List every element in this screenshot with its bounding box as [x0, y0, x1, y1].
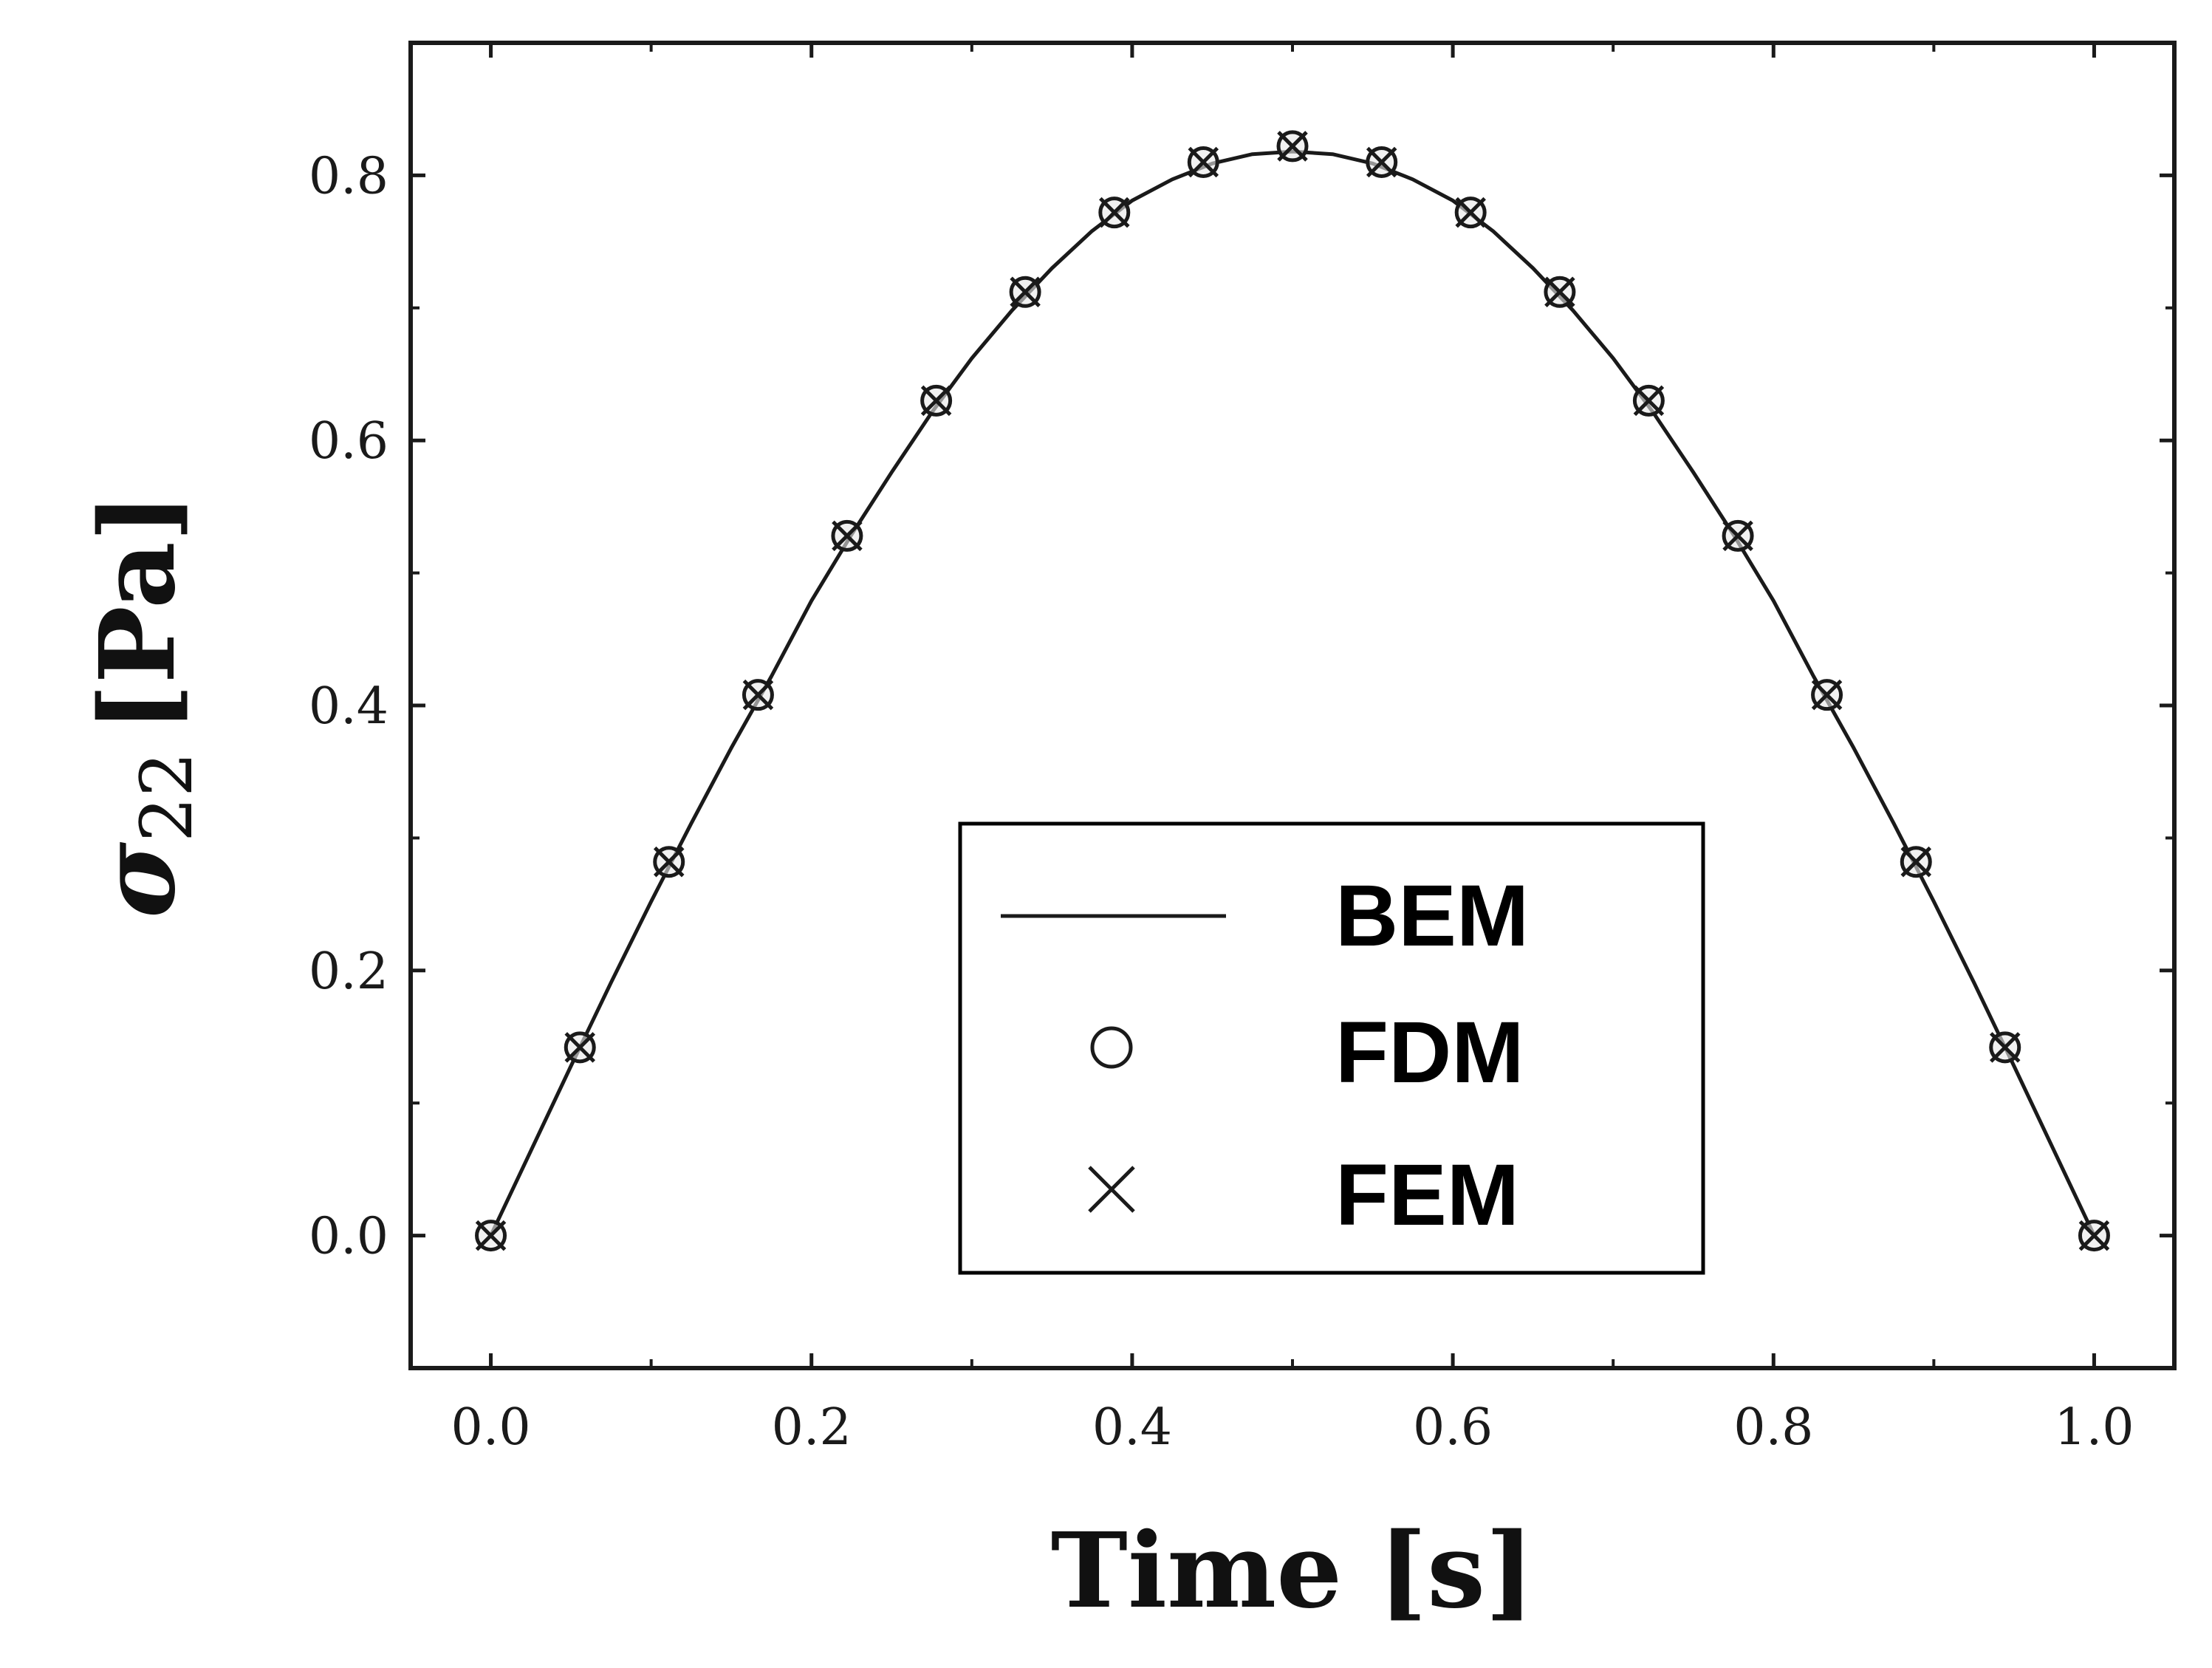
legend-label-fem: FEM — [1335, 1146, 1519, 1244]
fem-point-12 — [1544, 276, 1575, 308]
fem-point-11 — [1455, 196, 1486, 228]
y-tick-label-2: 0.4 — [309, 677, 388, 736]
fem-point-10 — [1366, 146, 1397, 178]
legend-cross-swatch — [1088, 1166, 1135, 1213]
fem-point-9 — [1277, 131, 1308, 162]
legend-label-bem: BEM — [1335, 867, 1529, 965]
x-tick-label-4: 0.8 — [1733, 1398, 1813, 1457]
fem-point-8 — [1188, 146, 1219, 178]
y-tick-label-1: 0.2 — [309, 943, 388, 1001]
fem-point-13 — [1633, 385, 1665, 417]
y-axis-title: σ22 [Pa] — [78, 493, 208, 918]
fem-point-18 — [2078, 1220, 2110, 1251]
fem-point-16 — [1900, 846, 1932, 878]
x-tick-label-0: 0.0 — [451, 1398, 530, 1457]
y-axis-subscript: 22 — [126, 752, 208, 842]
y-axis-symbol: σ — [78, 841, 199, 918]
y-tick-label-4: 0.8 — [309, 147, 388, 205]
fem-point-4 — [832, 520, 863, 552]
y-axis-unit: [Pa] — [78, 493, 199, 733]
fem-point-3 — [742, 679, 774, 711]
markers-layer — [475, 130, 2110, 1252]
legend: BEM FDM FEM — [958, 821, 1705, 1275]
svg-text:σ22[Pa]: σ22 [Pa] — [78, 493, 208, 918]
legend-label-fdm: FDM — [1335, 1004, 1524, 1101]
x-tick-label-2: 0.4 — [1092, 1398, 1172, 1457]
x-tick-label-5: 1.0 — [2054, 1398, 2134, 1457]
fem-point-6 — [1010, 276, 1041, 308]
x-tick-label-1: 0.2 — [772, 1398, 852, 1457]
axis-ticks: 0.0 0.2 0.4 0.6 0.8 1.0 0.0 0.2 0.4 0.6 0.8 — [309, 43, 2174, 1457]
x-axis-title: Time [s] — [1051, 1511, 1535, 1632]
y-tick-label-0: 0.0 — [309, 1208, 388, 1266]
fem-point-17 — [1989, 1032, 2021, 1063]
fem-point-5 — [920, 385, 952, 417]
x-tick-label-3: 0.6 — [1413, 1398, 1493, 1457]
legend-circle-swatch — [1090, 1026, 1133, 1069]
fem-point-7 — [1099, 196, 1130, 228]
fem-point-1 — [564, 1032, 596, 1063]
y-tick-label-3: 0.6 — [309, 412, 388, 471]
fem-point-0 — [475, 1220, 507, 1251]
fem-point-2 — [653, 846, 685, 878]
legend-box — [958, 821, 1705, 1275]
fem-point-14 — [1722, 520, 1753, 552]
fem-point-15 — [1811, 679, 1843, 711]
